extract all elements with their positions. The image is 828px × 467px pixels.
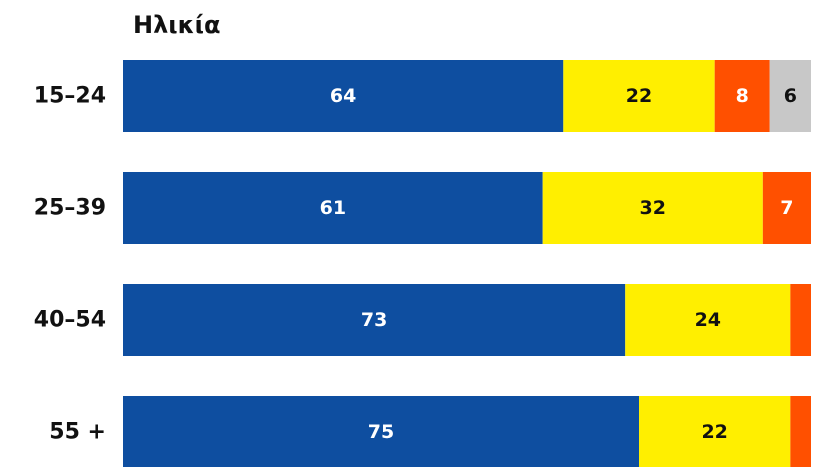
- chart-title: Ηλικία: [133, 11, 221, 39]
- data-label: 32: [640, 197, 666, 219]
- bar-segment: [625, 284, 791, 356]
- data-label: 8: [736, 85, 749, 107]
- data-label: 75: [368, 421, 394, 443]
- bar-segment: [563, 60, 715, 132]
- data-label: 64: [330, 85, 356, 107]
- bar-segment: [123, 172, 543, 244]
- data-label: 22: [626, 85, 652, 107]
- bar-segment: [790, 396, 811, 467]
- y-tick-label: 15–24: [34, 84, 106, 109]
- data-label: 22: [701, 421, 727, 443]
- data-label: 61: [320, 197, 346, 219]
- data-label: 24: [695, 309, 721, 331]
- y-tick-label: 40–54: [34, 308, 106, 333]
- bar-segment: [769, 60, 811, 132]
- data-label: 6: [784, 85, 797, 107]
- bar-segment: [714, 60, 770, 132]
- bar-segment: [542, 172, 763, 244]
- data-label: 73: [361, 309, 387, 331]
- bar-segment: [123, 396, 639, 467]
- bar-segment: [123, 284, 626, 356]
- bar-segment: [790, 284, 811, 356]
- bar-segment: [123, 60, 564, 132]
- data-label: 7: [780, 197, 793, 219]
- y-tick-label: 25–39: [34, 196, 106, 221]
- bar-segment: [639, 396, 791, 467]
- bar-segment: [762, 172, 811, 244]
- y-tick-label: 55 +: [49, 420, 106, 445]
